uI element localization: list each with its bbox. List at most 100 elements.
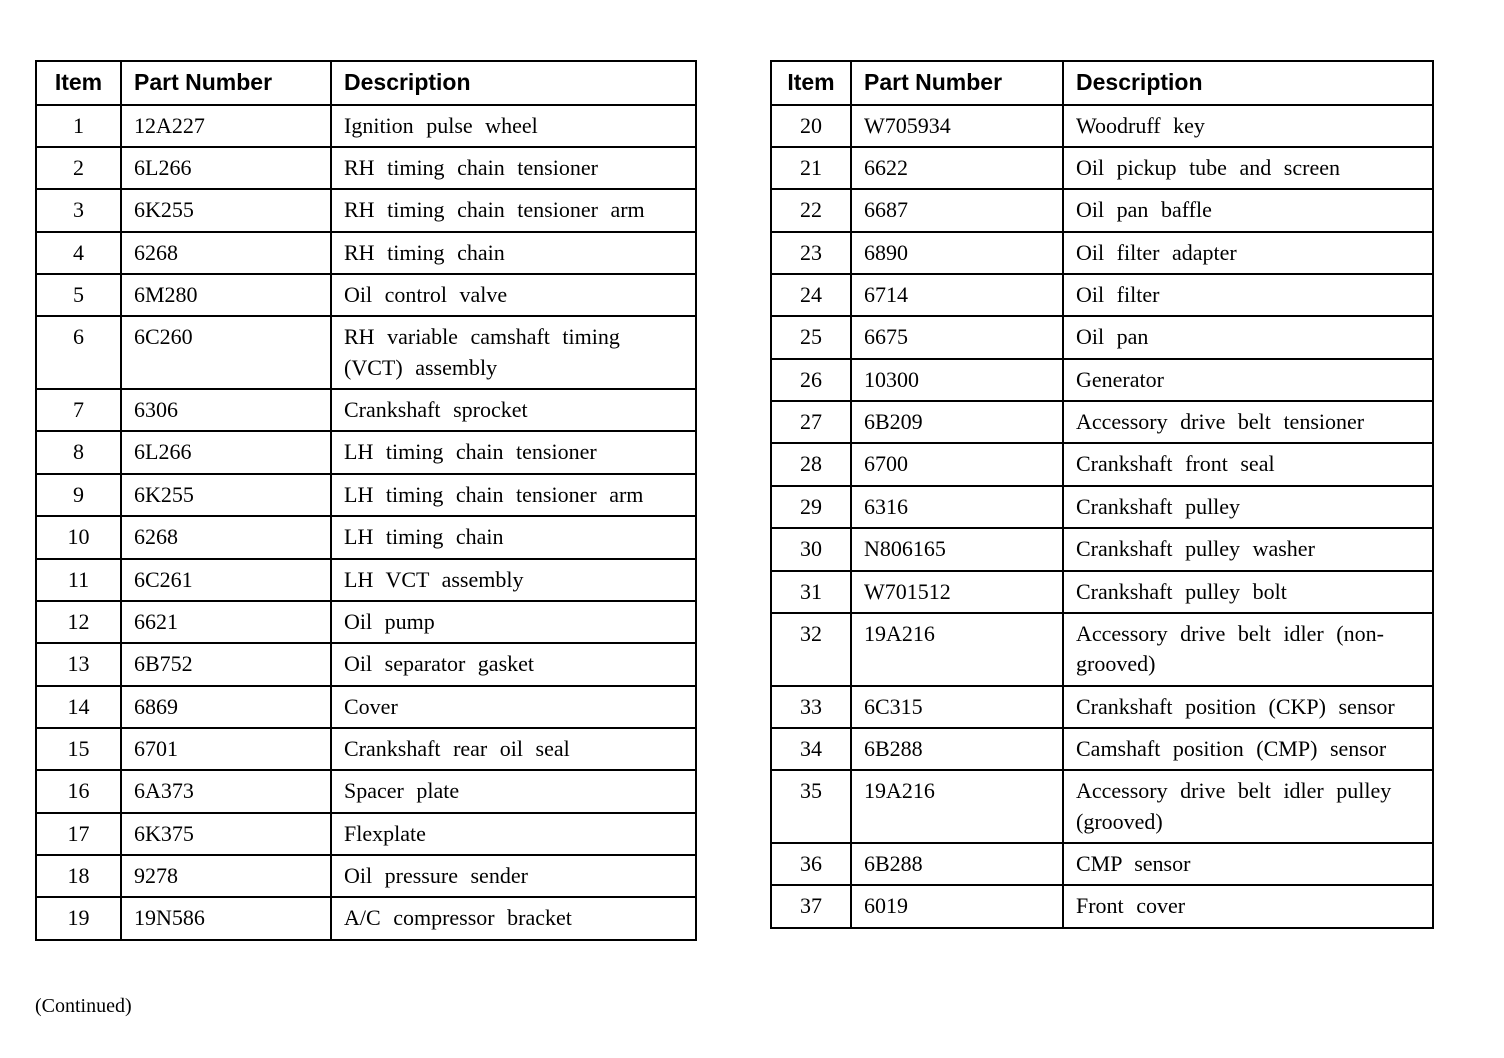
part-number-cell: 6268 [120,515,332,560]
part-number-cell: 6316 [850,484,1064,530]
description-cell: Crankshaft sprocket [330,388,697,433]
table-row: 22 6687 Oil pan baffle [770,188,1434,233]
description-cell: Oil filter [1062,273,1434,318]
part-number-cell: 6306 [120,388,332,433]
description-cell: Camshaft position (CMP) sensor [1062,726,1434,772]
item-cell: 31 [770,569,852,614]
item-cell: 27 [770,400,852,445]
description-cell: Accessory drive belt idler pulley (groov… [1062,769,1434,845]
table-row: 14 6869 Cover [35,684,697,729]
part-number-cell: 12A227 [120,103,332,148]
table-row: 8 6L266 LH timing chain tensioner [35,430,697,475]
part-number-cell: 6687 [850,188,1064,233]
part-number-cell: 6C260 [120,315,332,391]
item-cell: 10 [35,515,122,560]
description-cell: Crankshaft pulley bolt [1062,569,1434,614]
item-cell: 28 [770,442,852,487]
table-row: 15 6701 Crankshaft rear oil seal [35,726,697,772]
item-cell: 15 [35,726,122,772]
table-row: 37 6019 Front cover [770,884,1434,929]
description-cell: RH variable camshaft timing (VCT) assemb… [330,315,697,391]
continued-label: (Continued) [35,995,132,1017]
item-cell: 16 [35,769,122,814]
part-number-cell: 6268 [120,230,332,276]
table-row: 19 19N586 A/C compressor bracket [35,896,697,941]
item-cell: 22 [770,188,852,233]
description-cell: Woodruff key [1062,103,1434,148]
part-number-cell: 6B288 [850,842,1064,887]
table-row: 17 6K375 Flexplate [35,811,697,857]
item-cell: 24 [770,273,852,318]
part-number-cell: 6701 [120,726,332,772]
item-cell: 19 [35,896,122,941]
part-number-cell: 6869 [120,684,332,729]
parts-table-right: Item Part Number Description 20 W705934 Wood… [770,60,1434,929]
item-cell: 25 [770,315,852,360]
table-row: 30 N806165 Crankshaft pulley washer [770,527,1434,572]
item-cell: 5 [35,273,122,318]
part-number-cell: 19A216 [850,611,1064,687]
part-number-cell: 19N586 [120,896,332,941]
item-cell: 17 [35,811,122,857]
part-number-cell: 6B288 [850,726,1064,772]
part-number-cell: 6714 [850,273,1064,318]
description-cell: Crankshaft front seal [1062,442,1434,487]
description-cell: Oil pickup tube and screen [1062,145,1434,191]
item-cell: 29 [770,484,852,530]
table-row: 31 W701512 Crankshaft pulley bolt [770,569,1434,614]
description-cell: Oil separator gasket [330,642,697,687]
description-cell: Crankshaft rear oil seal [330,726,697,772]
part-number-cell: 10300 [850,357,1064,403]
description-cell: RH timing chain [330,230,697,276]
item-cell: 33 [770,684,852,729]
header-row: Item Part Number Description [35,60,697,106]
item-cell: 36 [770,842,852,887]
item-cell: 11 [35,557,122,602]
table-row: 27 6B209 Accessory drive belt tensioner [770,400,1434,445]
description-cell: Oil filter adapter [1062,230,1434,276]
item-cell: 4 [35,230,122,276]
table-row: 23 6890 Oil filter adapter [770,230,1434,276]
item-cell: 7 [35,388,122,433]
description-cell: Crankshaft pulley [1062,484,1434,530]
part-number-cell: 6675 [850,315,1064,360]
description-cell: LH VCT assembly [330,557,697,602]
table-row: 35 19A216 Accessory drive belt idler pulle… [770,769,1434,845]
part-number-cell: 6621 [120,599,332,645]
part-number-cell: 6K375 [120,811,332,857]
table-row: 2 6L266 RH timing chain tensioner [35,145,697,191]
description-cell: Generator [1062,357,1434,403]
description-cell: LH timing chain tensioner arm [330,472,697,518]
table-row: 32 19A216 Accessory drive belt idler (non-… [770,611,1434,687]
table-row: 16 6A373 Spacer plate [35,769,697,814]
column-header: Part Number [120,60,332,106]
item-cell: 14 [35,684,122,729]
part-number-cell: 6L266 [120,430,332,475]
description-cell: Accessory drive belt tensioner [1062,400,1434,445]
table-row: 9 6K255 LH timing chain tensioner arm [35,472,697,518]
description-cell: A/C compressor bracket [330,896,697,941]
item-cell: 30 [770,527,852,572]
part-number-cell: 6622 [850,145,1064,191]
table-row: 4 6268 RH timing chain [35,230,697,276]
description-cell: Oil pump [330,599,697,645]
description-cell: Oil control valve [330,273,697,318]
description-cell: LH timing chain tensioner [330,430,697,475]
item-cell: 21 [770,145,852,191]
part-number-cell: 6B209 [850,400,1064,445]
part-number-cell: 6C315 [850,684,1064,729]
table-row: 26 10300 Generator [770,357,1434,403]
part-number-cell: 6B752 [120,642,332,687]
item-cell: 37 [770,884,852,929]
table-row: 18 9278 Oil pressure sender [35,854,697,899]
description-cell: Flexplate [330,811,697,857]
item-cell: 32 [770,611,852,687]
table-row: 10 6268 LH timing chain [35,515,697,560]
description-cell: Ignition pulse wheel [330,103,697,148]
column-header: Description [330,60,697,106]
description-cell: Spacer plate [330,769,697,814]
description-cell: Front cover [1062,884,1434,929]
table-row: 25 6675 Oil pan [770,315,1434,360]
part-number-cell: W701512 [850,569,1064,614]
